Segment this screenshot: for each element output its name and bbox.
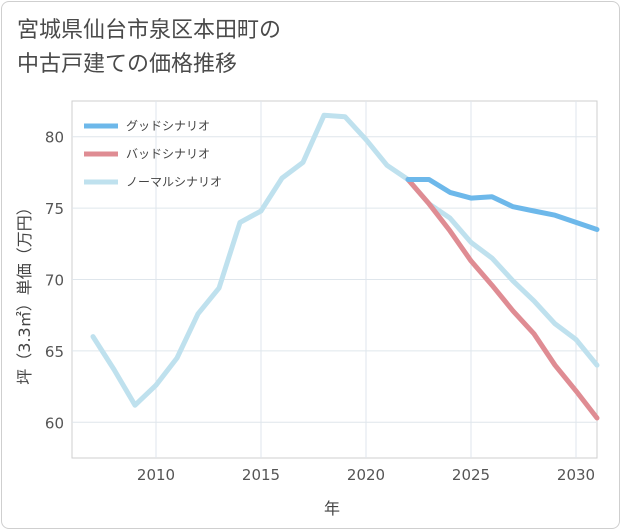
series-line-good (405, 177, 600, 232)
y-tick-label: 80 (45, 129, 64, 147)
y-tick-label: 60 (45, 414, 64, 432)
title-line-2: 中古戸建ての価格推移 (17, 52, 238, 77)
legend-label-good: グッドシナリオ (126, 119, 210, 133)
legend-label-bad: バッドシナリオ (126, 147, 210, 161)
legend: グッドシナリオ バッドシナリオ ノーマルシナリオ (84, 119, 222, 189)
title-line-1: 宮城県仙台市泉区本田町の (17, 18, 282, 43)
x-axis-title: 年 (324, 499, 340, 518)
series-layer (90, 112, 600, 421)
y-tick-labels: 60 65 70 75 80 (45, 129, 64, 433)
x-tick-label: 2010 (137, 466, 175, 484)
y-axis-title: 坪（3.3㎡）単価（万円） (15, 199, 34, 384)
y-tick-label: 75 (45, 200, 64, 218)
legend-label-normal: ノーマルシナリオ (126, 175, 222, 189)
x-tick-label: 2020 (347, 466, 385, 484)
y-tick-label: 65 (45, 343, 64, 361)
y-tick-label: 70 (45, 272, 64, 290)
x-tick-label: 2015 (242, 466, 280, 484)
chart-title: 宮城県仙台市泉区本田町の 中古戸建ての価格推移 (17, 14, 281, 82)
x-tick-labels: 2010 2015 2020 2025 2030 (137, 466, 595, 484)
x-tick-label: 2025 (452, 466, 490, 484)
x-tick-label: 2030 (557, 466, 595, 484)
series-line-normal (90, 112, 600, 408)
series-line-bad (405, 177, 600, 421)
